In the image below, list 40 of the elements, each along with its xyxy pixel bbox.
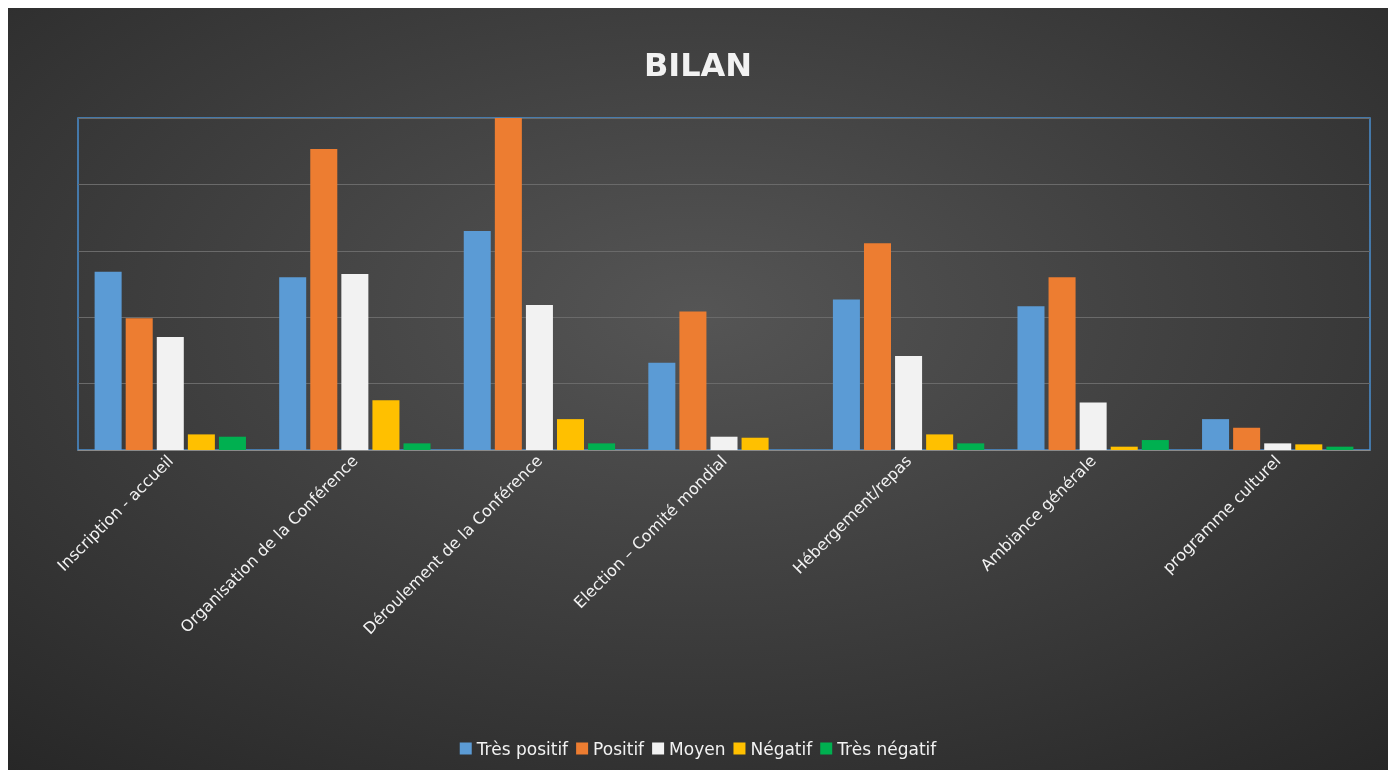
bar xyxy=(1295,444,1323,450)
bar xyxy=(403,443,431,450)
bar xyxy=(679,311,707,450)
bar xyxy=(463,230,491,450)
bar xyxy=(187,434,215,450)
bar xyxy=(279,277,307,450)
bar xyxy=(741,437,769,450)
bar xyxy=(1233,427,1261,450)
bar xyxy=(832,299,860,450)
legend-label: Très positif xyxy=(475,738,570,759)
legend-label: Négatif xyxy=(750,738,814,759)
bar xyxy=(94,271,122,450)
bar xyxy=(710,436,738,450)
bar xyxy=(494,118,522,450)
bar xyxy=(125,318,153,450)
legend-label: Positif xyxy=(593,738,646,759)
legend-label: Moyen xyxy=(669,738,726,759)
bar xyxy=(1326,446,1354,450)
bar xyxy=(648,362,676,450)
bar xyxy=(1264,443,1292,450)
bar xyxy=(926,434,954,450)
bar xyxy=(218,436,246,450)
bar xyxy=(1048,277,1076,450)
bar xyxy=(895,356,923,450)
bar xyxy=(1110,446,1138,450)
bar xyxy=(156,337,184,450)
bar xyxy=(1017,306,1045,450)
legend-label: Très négatif xyxy=(836,738,938,759)
bar xyxy=(557,419,585,450)
bar xyxy=(588,443,616,450)
bar xyxy=(1079,402,1107,450)
bar xyxy=(1141,440,1169,450)
bar xyxy=(863,243,891,450)
bar xyxy=(310,148,338,450)
bar xyxy=(957,443,985,450)
bar xyxy=(341,274,369,450)
chart-title: BILAN xyxy=(643,46,753,84)
bar xyxy=(372,400,400,450)
bar xyxy=(525,304,553,450)
bar xyxy=(1202,419,1230,450)
